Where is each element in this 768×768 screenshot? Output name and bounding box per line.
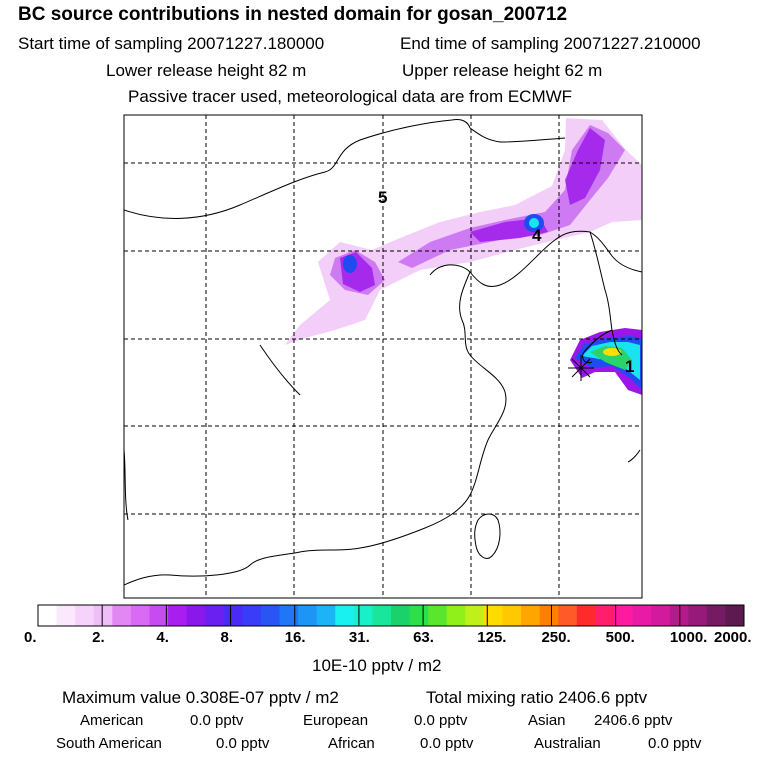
colorbar-swatch <box>279 605 299 626</box>
station-marker <box>568 355 594 381</box>
marker-4: 4 <box>532 226 542 245</box>
hotspot-korea-green <box>590 346 632 370</box>
colorbar-swatch <box>56 605 76 626</box>
colorbar-tick-label: 125. <box>477 629 506 646</box>
colorbar-swatch <box>595 605 615 626</box>
european-label: European <box>303 712 369 729</box>
colorbar-tick-label: 63. <box>413 629 434 646</box>
colorbar-swatch <box>613 605 634 626</box>
colorbar-tick-label: 16. <box>285 629 306 646</box>
concentration-field <box>124 115 642 598</box>
total-mixing-label: Total mixing ratio 2406.6 pptv <box>426 688 648 707</box>
south-american-label: South American <box>56 735 162 752</box>
colorbar-swatch <box>298 605 318 626</box>
colorbar-tick-label: 2. <box>92 629 105 646</box>
colorbar-tick-label: 1000. <box>670 629 708 646</box>
colorbar-swatch <box>446 605 466 626</box>
colorbar-swatch <box>483 605 503 626</box>
colorbar-tick-label: 31. <box>349 629 370 646</box>
colorbar-swatch <box>409 605 429 626</box>
american-label: American <box>80 712 144 729</box>
colorbar-swatch <box>391 605 411 626</box>
start-time-label: Start time of sampling 20071227.180000 <box>18 34 325 53</box>
african-label: African <box>328 735 375 752</box>
hotspot-korea-yellow <box>603 348 621 356</box>
plot-title: BC source contributions in nested domain… <box>18 4 568 25</box>
colorbar-swatch <box>706 605 726 626</box>
colorbar-swatch <box>130 605 150 626</box>
asian-value: 2406.6 pptv <box>594 712 673 729</box>
colorbar-tick-label: 4. <box>156 629 169 646</box>
end-time-label: End time of sampling 20071227.210000 <box>400 34 701 53</box>
marker-5: 5 <box>378 188 387 207</box>
colorbar-swatch <box>186 605 206 626</box>
colorbar-tick-label: 2000. <box>714 629 752 646</box>
american-value: 0.0 pptv <box>190 712 244 729</box>
colorbar-tick-label: 0. <box>24 629 37 646</box>
colorbar-swatch <box>335 605 355 626</box>
colorbar-swatch <box>725 605 745 626</box>
colorbar-swatch <box>428 605 448 626</box>
colorbar-swatch <box>149 605 169 626</box>
hotspot-coast-cyan <box>529 218 539 228</box>
colorbar-swatch <box>316 605 336 626</box>
max-value-label: Maximum value 0.308E-07 pptv / m2 <box>62 688 339 707</box>
colorbar-swatch <box>242 605 262 626</box>
tracer-note: Passive tracer used, meteorological data… <box>128 87 573 106</box>
colorbar-swatch <box>502 605 522 626</box>
colorbar-border <box>37 604 745 627</box>
plume-core <box>340 128 605 292</box>
colorbar <box>37 604 745 627</box>
colorbar-tick-label: 250. <box>541 629 570 646</box>
colorbar-swatch <box>168 605 188 626</box>
colorbar-tick-labels: 0. 2. 4. 8. 16. 31. 63. 125. 250. 500. 1000. 2000. <box>24 629 752 646</box>
south-american-value: 0.0 pptv <box>216 735 270 752</box>
european-value: 0.0 pptv <box>414 712 468 729</box>
asian-label: Asian <box>528 712 566 729</box>
colorbar-swatch <box>205 605 225 626</box>
lower-release-label: Lower release height 82 m <box>106 61 307 80</box>
colorbar-swatch <box>112 605 132 626</box>
colorbar-swatch <box>465 605 485 626</box>
colorbar-swatch <box>558 605 578 626</box>
colorbar-swatch <box>75 605 95 626</box>
colorbar-tick-label: 500. <box>606 629 635 646</box>
hotspot-inland-blue <box>343 255 357 273</box>
colorbar-swatch <box>669 605 689 626</box>
upper-release-label: Upper release height 62 m <box>402 61 603 80</box>
colorbar-swatch <box>38 605 58 626</box>
colorbar-swatch <box>632 605 652 626</box>
colorbar-swatch <box>651 605 671 626</box>
african-value: 0.0 pptv <box>420 735 474 752</box>
colorbar-swatch <box>372 605 392 626</box>
colorbar-swatch <box>260 605 281 626</box>
australian-value: 0.0 pptv <box>648 735 702 752</box>
colorbar-tick-label: 8. <box>221 629 234 646</box>
colorbar-swatch <box>576 605 596 626</box>
colorbar-swatch <box>93 605 113 626</box>
colorbar-swatch <box>353 605 373 626</box>
map-frame <box>123 114 643 599</box>
colorbar-swatch <box>539 605 559 626</box>
grid-lines <box>124 115 642 598</box>
colorbar-swatch <box>223 605 243 626</box>
coastlines <box>124 119 642 598</box>
marker-1: 1 <box>625 357 634 376</box>
colorbar-swatch <box>688 605 708 626</box>
colorbar-swatch <box>521 605 541 626</box>
australian-label: Australian <box>534 735 601 752</box>
colorbar-unit-label: 10E-10 pptv / m2 <box>312 656 442 675</box>
